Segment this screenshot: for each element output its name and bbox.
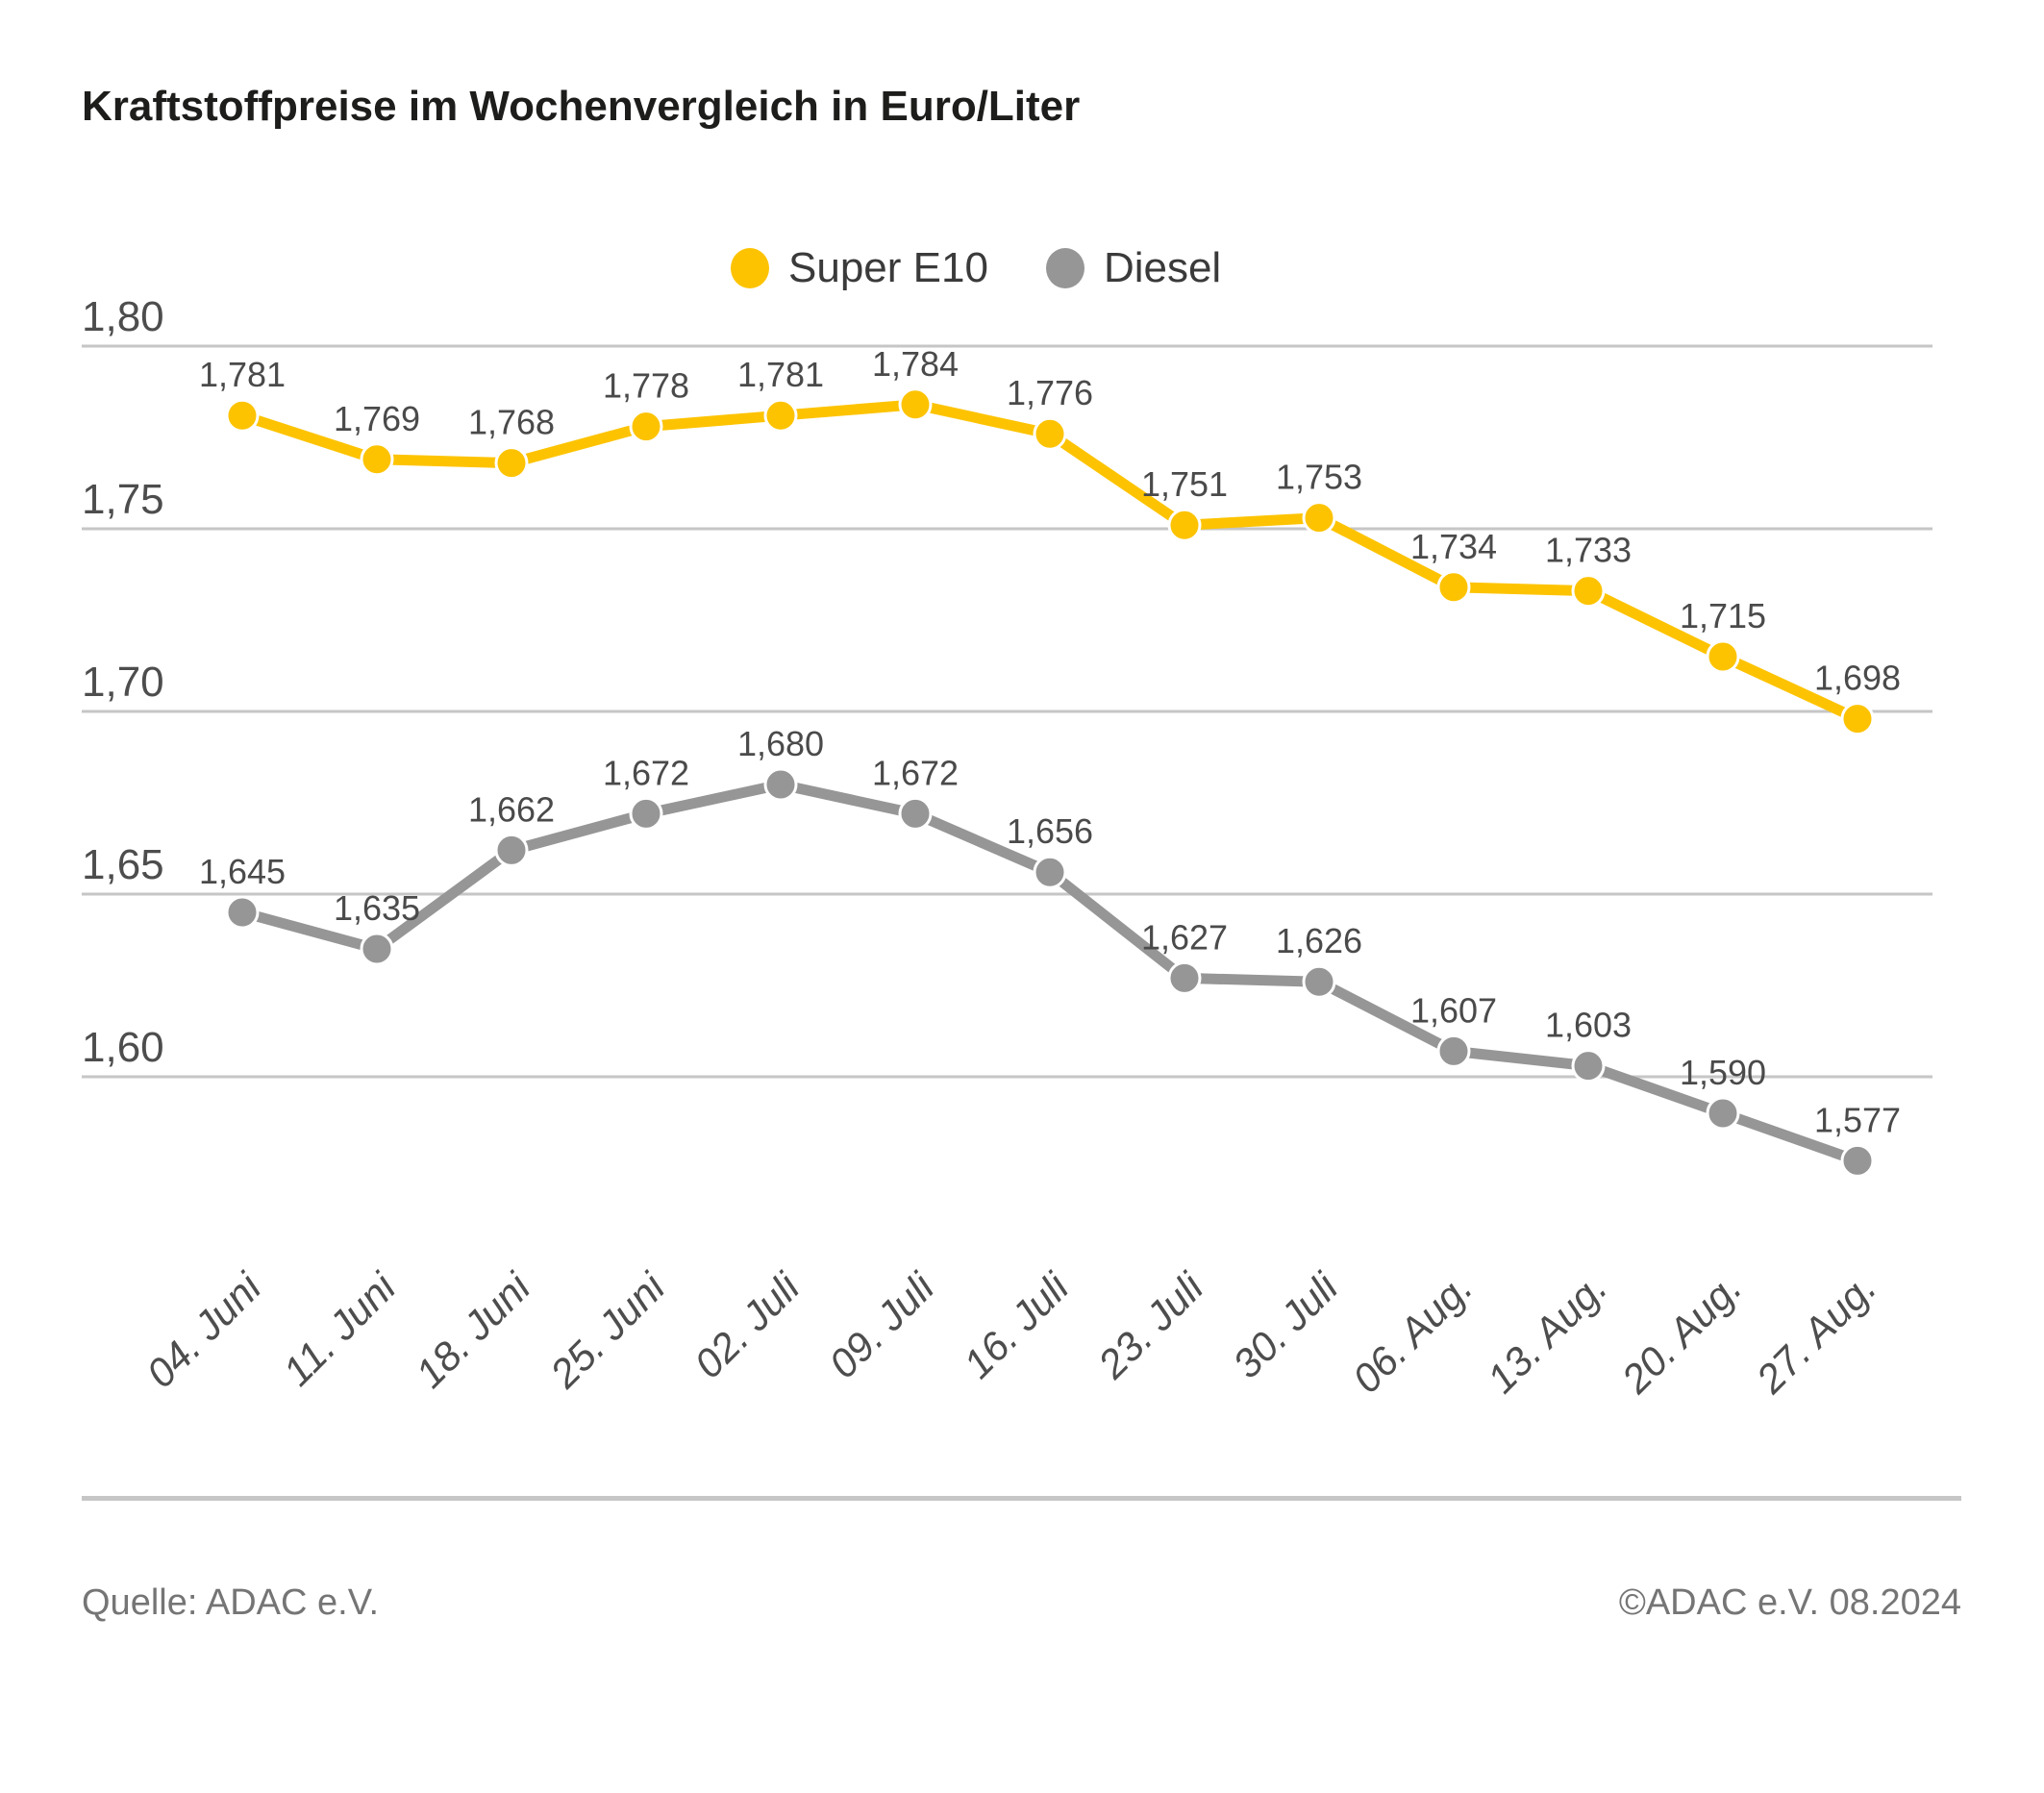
x-axis-tick-label: 09. Juli bbox=[820, 1263, 944, 1387]
data-label-diesel: 1,645 bbox=[199, 852, 286, 891]
x-axis-tick-label: 27. Aug. bbox=[1747, 1264, 1884, 1402]
data-point-super_e10 bbox=[763, 398, 798, 433]
data-label-diesel: 1,635 bbox=[334, 888, 420, 928]
data-label-super_e10: 1,753 bbox=[1276, 458, 1362, 497]
y-axis-tick-label: 1,60 bbox=[82, 1024, 164, 1071]
data-label-super_e10: 1,698 bbox=[1814, 659, 1901, 698]
data-point-diesel bbox=[225, 895, 260, 930]
data-label-diesel: 1,656 bbox=[1007, 811, 1093, 851]
data-point-diesel bbox=[1033, 855, 1067, 889]
data-point-super_e10 bbox=[1706, 639, 1740, 674]
data-point-super_e10 bbox=[360, 442, 394, 477]
y-axis-tick-label: 1,70 bbox=[82, 659, 164, 706]
x-axis-tick-label: 04. Juni bbox=[137, 1263, 270, 1396]
data-point-diesel bbox=[1571, 1049, 1606, 1083]
data-point-super_e10 bbox=[1840, 702, 1875, 736]
data-label-diesel: 1,680 bbox=[737, 724, 824, 763]
data-label-diesel: 1,603 bbox=[1545, 1006, 1632, 1045]
data-point-super_e10 bbox=[629, 410, 663, 444]
data-point-diesel bbox=[1436, 1033, 1471, 1068]
data-label-super_e10: 1,734 bbox=[1410, 527, 1497, 566]
legend-marker-diesel-icon bbox=[1045, 248, 1084, 288]
data-label-super_e10: 1,769 bbox=[334, 399, 420, 438]
data-label-diesel: 1,672 bbox=[872, 753, 959, 792]
footer-divider bbox=[82, 1496, 1961, 1501]
x-axis-tick-label: 11. Juni bbox=[274, 1263, 405, 1394]
legend-marker-super-e10-icon bbox=[731, 248, 769, 288]
x-axis-tick-label: 13. Aug. bbox=[1479, 1264, 1616, 1402]
x-axis-tick-label: 30. Juli bbox=[1224, 1263, 1348, 1387]
data-point-super_e10 bbox=[1033, 416, 1067, 451]
data-point-super_e10 bbox=[1571, 574, 1606, 609]
data-label-diesel: 1,662 bbox=[468, 789, 555, 829]
source-text: Quelle: ADAC e.V. bbox=[82, 1582, 380, 1623]
data-label-diesel: 1,626 bbox=[1276, 921, 1362, 960]
legend-label-diesel: Diesel bbox=[1103, 244, 1222, 291]
data-point-diesel bbox=[1167, 960, 1202, 995]
data-label-super_e10: 1,781 bbox=[737, 355, 824, 394]
data-label-super_e10: 1,776 bbox=[1007, 373, 1093, 412]
chart-legend: Super E10 Diesel bbox=[731, 244, 1259, 292]
data-point-diesel bbox=[494, 833, 529, 867]
data-point-diesel bbox=[898, 796, 933, 831]
data-label-super_e10: 1,715 bbox=[1680, 596, 1766, 635]
data-label-diesel: 1,627 bbox=[1141, 917, 1228, 957]
data-label-diesel: 1,672 bbox=[603, 753, 689, 792]
legend-label-super-e10: Super E10 bbox=[788, 244, 988, 291]
data-point-diesel bbox=[1706, 1096, 1740, 1131]
x-axis-tick-label: 02. Juli bbox=[685, 1263, 810, 1387]
data-label-super_e10: 1,768 bbox=[468, 403, 555, 442]
data-point-diesel bbox=[763, 767, 798, 802]
x-axis-tick-label: 23. Juli bbox=[1088, 1263, 1212, 1387]
data-label-super_e10: 1,733 bbox=[1545, 531, 1632, 570]
data-label-diesel: 1,607 bbox=[1410, 990, 1497, 1030]
data-label-diesel: 1,590 bbox=[1680, 1053, 1766, 1092]
data-point-diesel bbox=[1302, 964, 1336, 999]
y-axis-tick-label: 1,65 bbox=[82, 841, 164, 888]
data-label-super_e10: 1,784 bbox=[872, 344, 959, 384]
line-chart: 1,80 1,75 1,70 1,65 1,60 04. Juni 11. Juni 18. … bbox=[82, 293, 1932, 1403]
x-axis-tick-label: 25. Juni bbox=[540, 1263, 674, 1397]
data-label-super_e10: 1,781 bbox=[199, 355, 286, 394]
data-point-super_e10 bbox=[225, 398, 260, 433]
data-point-super_e10 bbox=[1436, 570, 1471, 605]
data-point-super_e10 bbox=[898, 387, 933, 422]
data-point-super_e10 bbox=[1167, 508, 1202, 542]
data-point-super_e10 bbox=[1302, 501, 1336, 535]
x-axis-tick-label: 18. Juni bbox=[407, 1263, 539, 1396]
legend-item-diesel: Diesel bbox=[1045, 244, 1222, 292]
data-label-diesel: 1,577 bbox=[1814, 1100, 1901, 1139]
data-label-super_e10: 1,751 bbox=[1141, 464, 1228, 504]
y-axis-tick-label: 1,75 bbox=[82, 476, 164, 523]
legend-item-super-e10: Super E10 bbox=[731, 244, 988, 292]
x-axis-tick-label: 20. Aug. bbox=[1612, 1264, 1750, 1402]
data-point-diesel bbox=[629, 796, 663, 831]
copyright-text: ©ADAC e.V. 08.2024 bbox=[1618, 1582, 1961, 1623]
data-point-diesel bbox=[360, 932, 394, 966]
page-title: Kraftstoffpreise im Wochenvergleich in E… bbox=[82, 83, 1081, 130]
x-axis-tick-label: 16. Juli bbox=[955, 1263, 1079, 1387]
data-point-diesel bbox=[1840, 1143, 1875, 1178]
data-label-super_e10: 1,778 bbox=[603, 366, 689, 406]
data-point-super_e10 bbox=[494, 446, 529, 481]
y-axis-tick-label: 1,80 bbox=[82, 293, 164, 340]
x-axis-tick-label: 06. Aug. bbox=[1344, 1264, 1482, 1402]
